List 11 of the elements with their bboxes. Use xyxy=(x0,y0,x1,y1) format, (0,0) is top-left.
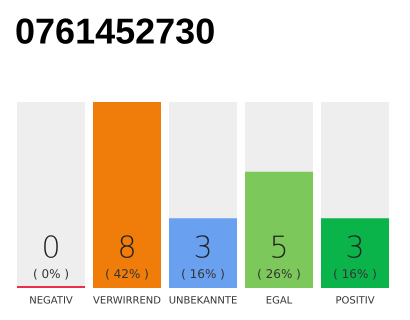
x-tick-label: POSITIV xyxy=(335,296,375,306)
data-label: 0 ( 0% ) xyxy=(32,230,70,281)
chart-title: 0761452730 xyxy=(15,10,216,52)
data-label: 8 ( 42% ) xyxy=(105,230,149,281)
x-tick-label: EGAL xyxy=(266,296,293,306)
x-tick-label: VERWIRREND xyxy=(93,296,162,306)
data-label: 3 ( 16% ) xyxy=(181,230,225,281)
x-tick-label: NEGATIV xyxy=(29,296,73,306)
data-label: 3 ( 16% ) xyxy=(333,230,377,281)
x-tick-label: UNBEKANNTE xyxy=(168,296,238,306)
data-label: 5 ( 26% ) xyxy=(257,230,301,281)
